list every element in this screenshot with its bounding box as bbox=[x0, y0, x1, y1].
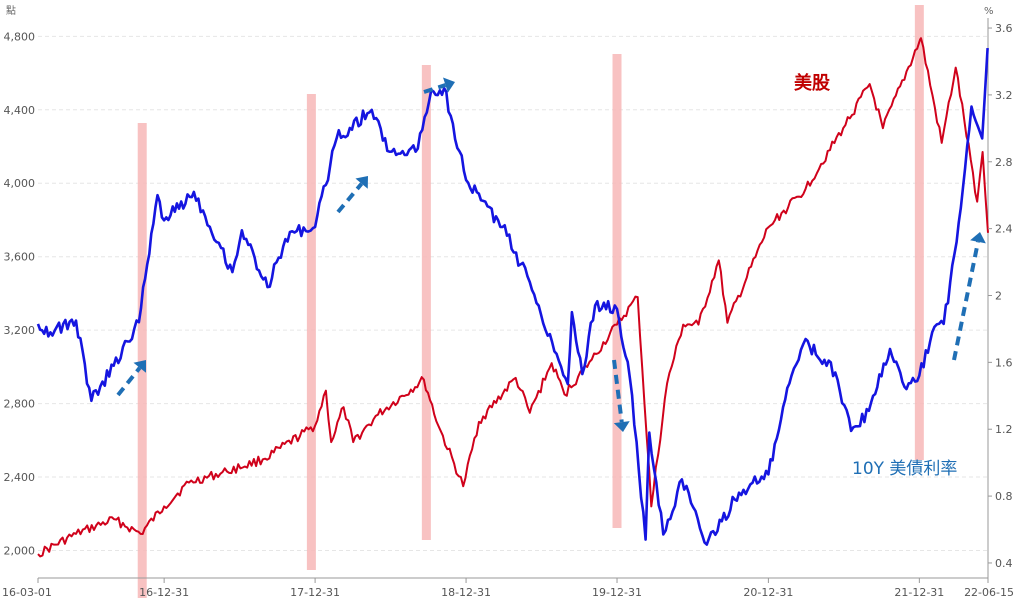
tick-labels: 4,800 4,400 4,000 3,600 3,200 2,800 2,400 2,000… bbox=[2, 22, 1014, 599]
right-axis-unit: % bbox=[984, 6, 994, 17]
left-axis-tick: 3,600 bbox=[4, 251, 36, 264]
highlight-band bbox=[612, 54, 622, 528]
right-axis-tick: 1.6 bbox=[995, 356, 1013, 369]
series bbox=[36, 37, 989, 558]
us-stock-label: 美股 bbox=[794, 72, 831, 94]
left-axis-tick: 2,400 bbox=[4, 471, 36, 484]
right-axis-tick: 0.8 bbox=[995, 490, 1013, 503]
trend-arrow bbox=[116, 360, 146, 397]
trend-arrow bbox=[336, 176, 368, 214]
x-axis-tick: 21-12-31 bbox=[894, 586, 944, 599]
us-stock-line bbox=[37, 37, 989, 558]
right-axis-tick: 0.4 bbox=[995, 557, 1013, 570]
x-axis-tick: 19-12-31 bbox=[592, 586, 642, 599]
left-axis-tick: 2,000 bbox=[4, 544, 36, 557]
right-axis-tick: 2.8 bbox=[995, 156, 1013, 169]
us-10y-yield-label: 10Y 美債利率 bbox=[852, 459, 957, 479]
right-axis-tick: 2 bbox=[995, 289, 1002, 302]
x-axis-tick: 22-06-15 bbox=[964, 586, 1014, 599]
right-axis-tick: 1.2 bbox=[995, 423, 1013, 436]
x-axis-tick: 16-12-31 bbox=[139, 586, 189, 599]
x-axis-tick: 18-12-31 bbox=[441, 586, 491, 599]
x-axis-tick: 16-03-01 bbox=[2, 586, 52, 599]
left-axis-tick: 4,000 bbox=[4, 177, 36, 190]
axes bbox=[38, 18, 989, 579]
highlight-bands bbox=[137, 5, 924, 598]
grid bbox=[38, 35, 988, 551]
left-axis-tick: 2,800 bbox=[4, 398, 36, 411]
right-axis-tick: 2.4 bbox=[995, 223, 1013, 236]
left-axis-unit: 點 bbox=[6, 4, 16, 17]
left-axis-tick: 3,200 bbox=[4, 324, 36, 337]
highlight-band bbox=[421, 65, 431, 540]
right-axis-tick: 3.6 bbox=[995, 22, 1013, 35]
us-10y-yield-line bbox=[36, 48, 989, 546]
left-axis-tick: 4,400 bbox=[4, 104, 36, 117]
highlight-band bbox=[306, 94, 316, 570]
trend-arrow bbox=[952, 232, 986, 361]
x-axis-tick: 20-12-31 bbox=[743, 586, 793, 599]
x-axis-tick: 17-12-31 bbox=[290, 586, 340, 599]
highlight-band bbox=[914, 5, 924, 460]
right-axis-tick: 3.2 bbox=[995, 89, 1013, 102]
trend-arrow bbox=[612, 359, 630, 432]
left-axis-tick: 4,800 bbox=[4, 30, 36, 43]
trend-arrows bbox=[116, 77, 986, 432]
highlight-band bbox=[137, 123, 147, 598]
trend-arrow bbox=[423, 77, 455, 94]
